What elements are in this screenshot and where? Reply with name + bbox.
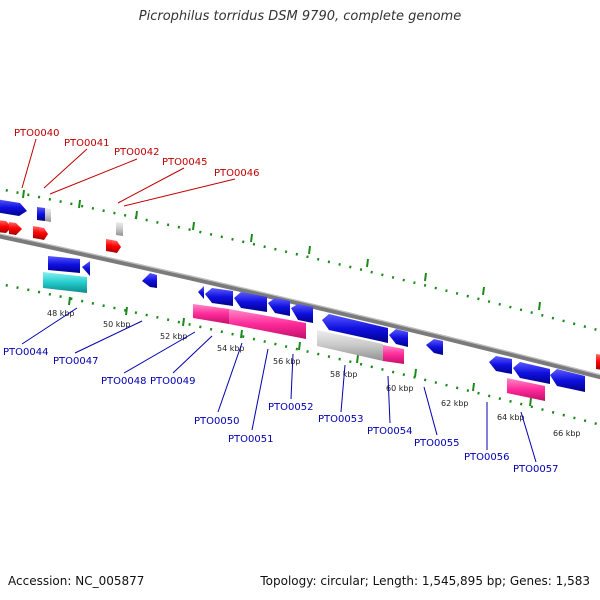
tick-label-48kbp: 48 kbp [47,309,75,318]
blue-leader-lines [21,307,537,463]
gene-feature[interactable] [198,286,204,299]
gene-feature[interactable] [116,222,123,236]
gene-label-PTO0049[interactable]: PTO0049 [150,376,195,387]
gene-label-PTO0055[interactable]: PTO0055 [414,438,459,449]
rna-feature[interactable] [596,354,600,370]
tick-label-54kbp: 54 kbp [217,344,245,353]
genome-backbone [0,233,600,380]
tick-label-60kbp: 60 kbp [386,384,414,393]
tick-label-66kbp: 66 kbp [553,429,581,438]
gene-label-PTO0057[interactable]: PTO0057 [513,464,558,475]
gene-feature[interactable] [142,273,157,288]
gene-label-PTO0053[interactable]: PTO0053 [318,414,363,425]
tick-label-52kbp: 52 kbp [160,332,188,341]
gene-label-PTO0041[interactable]: PTO0041 [64,138,109,149]
gene-label-PTO0042[interactable]: PTO0042 [114,147,159,158]
gene-feature[interactable] [48,256,80,273]
accession-text: Accession: NC_005877 [8,574,145,588]
gene-feature[interactable] [193,304,229,324]
gene-feature[interactable] [37,207,45,221]
genome-title: Picrophilus torridus DSM 9790, complete … [138,9,462,24]
rna-feature[interactable] [9,222,22,235]
gene-label-PTO0044[interactable]: PTO0044 [3,347,48,358]
red-leader-lines [21,138,236,207]
gene-feature[interactable] [489,356,512,374]
tick-label-64kbp: 64 kbp [497,413,525,422]
gene-feature[interactable] [550,369,585,392]
rna-feature[interactable] [39,227,48,240]
gene-label-PTO0054[interactable]: PTO0054 [367,426,412,437]
gene-feature[interactable] [426,339,443,355]
gene-feature[interactable] [45,208,51,222]
gene-feature[interactable] [43,272,87,293]
gene-feature[interactable] [0,199,27,216]
genome-summary-text: Topology: circular; Length: 1,545,895 bp… [260,574,590,588]
gene-feature[interactable] [82,261,90,276]
gene-feature[interactable] [317,330,383,361]
gene-feature[interactable] [322,314,388,343]
gene-feature[interactable] [389,329,408,347]
gene-feature[interactable] [513,362,550,384]
upper-major-ticks [22,189,541,311]
gene-feature[interactable] [507,378,545,401]
gene-label-PTO0047[interactable]: PTO0047 [53,356,98,367]
rna-feature[interactable] [112,240,121,253]
gene-label-PTO0045[interactable]: PTO0045 [162,157,207,168]
gene-label-PTO0046[interactable]: PTO0046 [214,168,259,179]
tick-label-56kbp: 56 kbp [273,357,301,366]
gene-feature[interactable] [268,298,290,316]
reverse-features [43,256,585,401]
forward-features [0,199,600,370]
gene-label-PTO0040[interactable]: PTO0040 [14,128,59,139]
gene-label-PTO0052[interactable]: PTO0052 [268,402,313,413]
gene-feature[interactable] [234,292,267,312]
gene-feature[interactable] [291,304,313,323]
gene-feature[interactable] [229,309,306,339]
gene-label-PTO0051[interactable]: PTO0051 [228,434,273,445]
lower-major-ticks [68,296,532,407]
gene-feature[interactable] [205,288,233,306]
gene-feature[interactable] [383,345,404,364]
tick-label-62kbp: 62 kbp [441,399,469,408]
gene-label-PTO0048[interactable]: PTO0048 [101,376,146,387]
gene-label-PTO0056[interactable]: PTO0056 [464,452,509,463]
gene-label-PTO0050[interactable]: PTO0050 [194,416,239,427]
tick-label-50kbp: 50 kbp [103,320,131,329]
